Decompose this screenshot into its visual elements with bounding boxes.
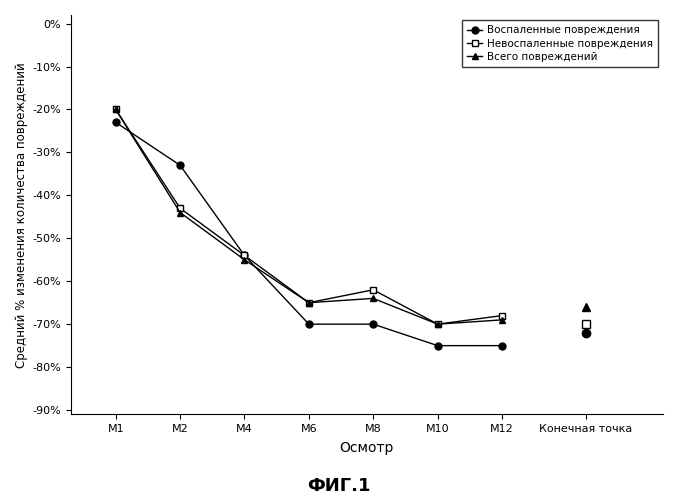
Text: ФИГ.1: ФИГ.1: [307, 477, 371, 495]
Legend: Воспаленные повреждения, Невоспаленные повреждения, Всего повреждений: Воспаленные повреждения, Невоспаленные п…: [462, 20, 658, 67]
X-axis label: Осмотр: Осмотр: [340, 441, 394, 455]
Y-axis label: Средний % изменения количества повреждений: Средний % изменения количества поврежден…: [15, 62, 28, 368]
